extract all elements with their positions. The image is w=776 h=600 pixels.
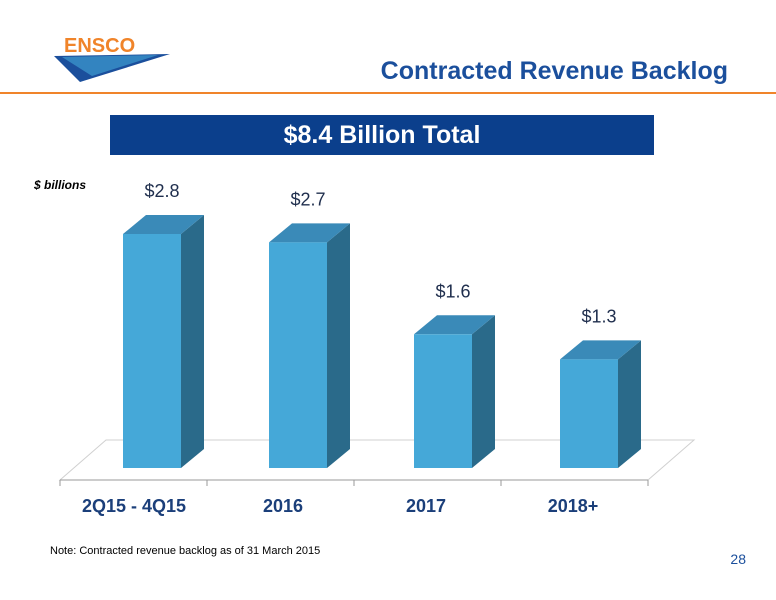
x-tick-label: 2016 (263, 496, 303, 516)
logo-text: ENSCO (64, 35, 135, 57)
bar-value-label: $1.3 (581, 306, 616, 326)
ensco-logo: ENSCO (54, 35, 170, 82)
units-label: $ billions (34, 178, 87, 192)
bar-front (414, 334, 472, 468)
bar (269, 223, 350, 468)
bar (414, 315, 495, 468)
bar-top (414, 315, 495, 335)
page-title: Contracted Revenue Backlog (380, 57, 728, 85)
bar-value-label: $1.6 (435, 281, 470, 301)
bar (560, 340, 641, 468)
bar (123, 215, 204, 468)
bar-top (560, 340, 641, 360)
chart-floor (58, 439, 696, 486)
x-tick-label: 2Q15 - 4Q15 (82, 496, 186, 516)
backlog-bar-chart: $2.8 $2.7 $1.6 $1.3 2Q15 - 4Q15 2016 2017 2018… (58, 181, 696, 516)
bar-side (618, 340, 641, 468)
page-number: 28 (730, 551, 746, 567)
x-tick-label: 2018+ (548, 496, 599, 516)
x-tick-label: 2017 (406, 496, 446, 516)
bar-value-label: $2.7 (290, 189, 325, 209)
bar-top (269, 223, 350, 243)
chart-bars (123, 215, 641, 468)
bar-front (123, 234, 181, 468)
bar-top (123, 215, 204, 234)
header-divider (0, 92, 776, 94)
bar-side (472, 315, 495, 468)
total-banner: $8.4 Billion Total (110, 115, 654, 155)
bar-value-label: $2.8 (144, 181, 179, 201)
bar-front (269, 242, 327, 468)
bar-side (181, 215, 204, 468)
bar-front (560, 359, 618, 468)
footnote: Note: Contracted revenue backlog as of 3… (50, 545, 321, 557)
chart-category-labels: 2Q15 - 4Q15 2016 2017 2018+ (82, 496, 598, 516)
bar-side (327, 223, 350, 468)
chart-value-labels: $2.8 $2.7 $1.6 $1.3 (144, 181, 616, 326)
